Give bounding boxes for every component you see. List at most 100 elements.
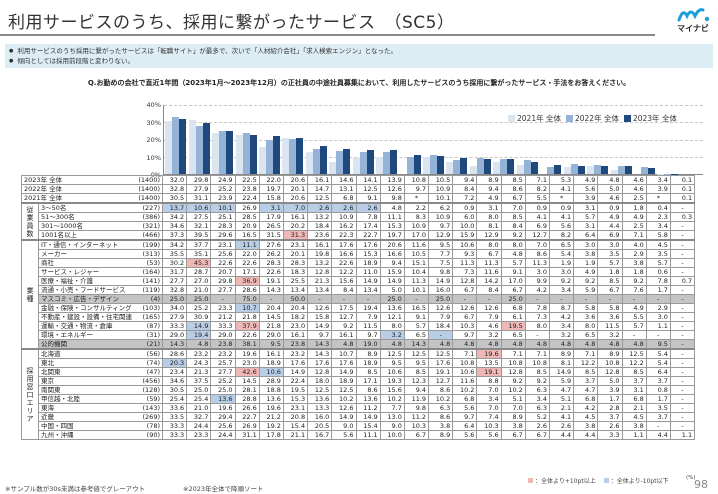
table-cell: 7.3: [524, 312, 551, 322]
table-cell: 8.3: [403, 212, 430, 222]
table-cell: 6.4: [645, 367, 671, 377]
bar: [430, 155, 438, 174]
table-cell: 23.1: [282, 403, 309, 413]
bar: [343, 148, 351, 174]
table-cell: 8.5: [355, 367, 381, 377]
table-cell: 2.6: [548, 421, 575, 431]
table-cell: 21.0: [186, 403, 212, 413]
table-cell: 0.3: [669, 212, 696, 222]
table-cell: 8.6: [428, 412, 454, 422]
bar: [179, 118, 187, 174]
table-cell: 14.9: [331, 367, 357, 377]
table-cell: 9.4: [476, 184, 502, 194]
table-cell: 32.0: [161, 175, 188, 185]
table-cell: 2.1: [621, 403, 647, 413]
table-cell: 13.7: [161, 202, 188, 213]
table-cell: 25.0: [161, 294, 188, 304]
table-cell: 3.4: [645, 221, 671, 231]
table-cell: 37.5: [186, 376, 212, 386]
table-cell: 12.5: [621, 348, 647, 359]
table-cell: 0.6: [645, 267, 671, 277]
table-row: 医療・福祉・介護 (141) 27.7 27.0 29.8 36.9 19.1 25.5 21.…: [22, 276, 696, 286]
table-cell: 4.4: [548, 430, 575, 440]
table-cell: 2.5: [621, 193, 647, 204]
table-cell: 25.4: [186, 394, 212, 404]
table-cell: 5.6: [331, 430, 357, 440]
table-cell: 11.6: [403, 239, 430, 250]
table-cell: -: [331, 294, 357, 304]
table-cell: 23.6: [307, 230, 333, 241]
table-cell: 4.9: [573, 175, 599, 185]
table-cell: 1.9: [548, 258, 575, 268]
table-cell: 25.4: [161, 394, 188, 404]
table-cell: 8.2: [548, 230, 575, 241]
table-cell: 9.5: [428, 239, 454, 250]
row-label: 北海道: [38, 348, 135, 359]
table-cell: 10.9: [403, 221, 430, 231]
table-cell: 25.0: [500, 294, 526, 304]
table-cell: 11.3: [524, 258, 551, 268]
table-cell: 26.9: [234, 202, 260, 213]
unit-label: (%): [686, 475, 696, 481]
table-cell: -: [669, 321, 696, 331]
table-cell: 5.6: [476, 430, 502, 440]
table-cell: 23.2: [186, 348, 212, 359]
table-cell: 35.5: [161, 249, 188, 259]
bar: [601, 165, 609, 174]
table-cell: 4.5: [645, 239, 671, 250]
table-cell: 1.1: [645, 321, 671, 331]
table-cell: 19.3: [379, 376, 405, 386]
row-label: 中国・四国: [38, 421, 135, 431]
table-cell: 11.5: [597, 321, 623, 331]
page-number: 98: [694, 478, 708, 491]
table-cell: 5.4: [548, 249, 575, 259]
table-cell: 10.6: [186, 202, 212, 213]
table-cell: 10.8: [403, 175, 430, 185]
table-cell: 13.6: [379, 303, 405, 313]
table-row: 公的機関 (21) 14.3 4.8 23.8 38.1 9.5 23.8 14.3 4.8 19.…: [22, 339, 696, 350]
sample-size: (56): [134, 348, 163, 359]
table-cell: 10.2: [331, 394, 357, 404]
table-cell: 24.4: [210, 430, 236, 440]
bar: [610, 169, 618, 174]
table-row: 商社 (53) 30.2 45.3 22.6 22.6 28.3 28.3 13.2 22.6 18…: [22, 258, 696, 268]
table-cell: 19.1: [428, 367, 454, 377]
table-cell: 13.4: [282, 285, 309, 295]
row-label: 南関東: [38, 385, 135, 395]
table-cell: 27.5: [186, 212, 212, 222]
bar: [242, 132, 250, 174]
table-cell: 20.1: [282, 249, 309, 259]
table-cell: 3.1: [258, 202, 284, 213]
table-cell: 14.6: [331, 175, 357, 185]
table-cell: 9.5: [403, 358, 430, 368]
bar-group: [422, 105, 445, 174]
table-cell: 19.6: [234, 348, 260, 359]
table-cell: -: [669, 358, 696, 368]
table-cell: 8.6: [428, 385, 454, 395]
bar: [563, 167, 571, 174]
table-cell: 13.6: [307, 394, 333, 404]
table-cell: 3.9: [645, 184, 671, 194]
table-cell: 10.1: [403, 285, 430, 295]
table-cell: 30.5: [161, 193, 188, 204]
table-cell: 3.7: [645, 376, 671, 386]
table-cell: 9.4: [403, 385, 430, 395]
table-cell: 27.7: [210, 367, 236, 377]
table-cell: -: [669, 348, 696, 359]
table-cell: 45.3: [186, 258, 212, 268]
table-cell: 10.2: [428, 394, 454, 404]
table-row: 不動産・建設・設備・住宅関連 (165) 27.9 30.9 21.2 21.8 14.5 1…: [22, 312, 696, 322]
table-cell: 11.3: [452, 258, 478, 268]
table-cell: -: [669, 312, 696, 322]
table-cell: -: [669, 421, 696, 431]
table-cell: 6.3: [428, 403, 454, 413]
table-cell: 28.6: [161, 348, 188, 359]
table-cell: 20.6: [282, 175, 309, 185]
table-row: 東海 (143) 33.6 21.0 19.6 26.6 19.6 23.1 13.3 12.6 1…: [22, 403, 696, 413]
table-cell: 12.5: [307, 385, 333, 395]
table-cell: 8.1: [476, 221, 502, 231]
table-cell: 24.4: [186, 421, 212, 431]
table-cell: 3.8: [573, 421, 599, 431]
table-cell: 7.3: [452, 267, 478, 277]
table-row: 北関東 (47) 23.4 21.3 27.7 42.6 10.6 14.9 12.8 14.9 8…: [22, 367, 696, 377]
